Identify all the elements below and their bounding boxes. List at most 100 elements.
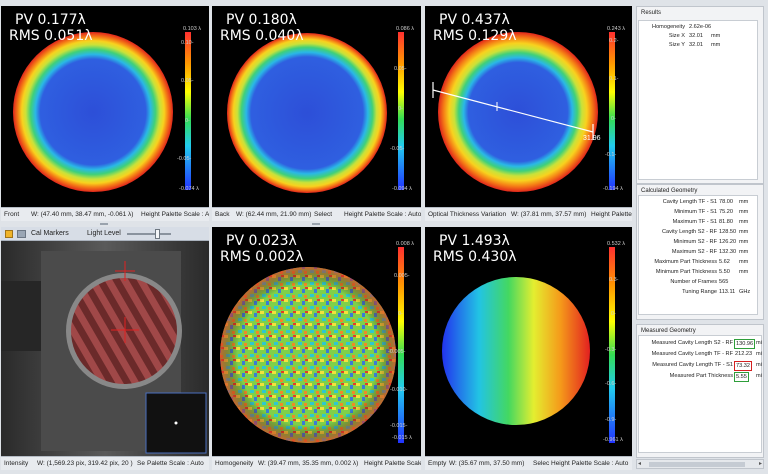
- results-row-value: 32.01: [689, 42, 703, 48]
- intensity-status-window: W: (1,569.23 pix, 319.42 pix, 20 ): [37, 460, 133, 467]
- front-color-bar: [185, 32, 191, 190]
- calculated-row-unit: mm: [739, 249, 749, 255]
- measured-geometry-table: Measured Cavity Length S2 - RF 130.96 mi…: [638, 335, 762, 453]
- splitter-grip[interactable]: [100, 223, 108, 225]
- marker-icon[interactable]: [17, 230, 26, 238]
- calculated-row-label: Cavity Length S2 - RF: [661, 229, 717, 235]
- back-rms-value: RMS 0.040λ: [220, 28, 304, 44]
- calculated-row-unit: mm: [739, 259, 749, 265]
- front-tick: 0.10-: [181, 40, 194, 46]
- calculated-geometry-title: Calculated Geometry: [641, 188, 698, 194]
- homogeneity-pv-value: PV 0.023λ: [226, 233, 297, 249]
- back-pv-value: PV 0.180λ: [226, 12, 297, 28]
- front-tick: -0.05-: [177, 156, 192, 162]
- homogeneity-tick: 0.008 λ: [396, 241, 415, 247]
- empty-status-palette[interactable]: Height Palette Scale : Auto: [551, 460, 629, 467]
- calculated-row-value: 75.20: [719, 209, 733, 215]
- empty-status-bar: Empty W: (35.67 mm, 37.50 mm) Selec Heig…: [425, 456, 632, 470]
- front-map-panel[interactable]: PV 0.177λ RMS 0.051λ 0.103 λ 0.10- 0.05-…: [1, 6, 209, 214]
- measured-row-value: 130.96: [734, 339, 756, 349]
- results-table: Homogeneity 2.62e-06 Size X 32.01 mm Siz…: [638, 20, 758, 180]
- intensity-fringes: [71, 278, 177, 384]
- calculated-row-label: Maximum Part Thickness: [654, 259, 717, 265]
- cal-markers-button[interactable]: Cal Markers: [31, 230, 69, 237]
- back-status-window: W: (62.44 mm, 21.90 mm): [236, 211, 312, 218]
- homogeneity-status-palette[interactable]: Height Palette Scale: [364, 460, 421, 467]
- back-aperture: [227, 33, 387, 193]
- back-tick: 0-: [398, 106, 403, 112]
- calculated-row-value: 81.80: [719, 219, 733, 225]
- calculated-row-label: Minimum S2 - RF: [673, 239, 717, 245]
- results-row-value: 2.62e-06: [689, 24, 712, 30]
- front-status-name: Front: [4, 211, 20, 218]
- back-status-select[interactable]: Select: [314, 211, 333, 218]
- empty-tick: -0.3-: [605, 347, 617, 353]
- back-tick: 0.086 λ: [396, 26, 415, 32]
- empty-tick: -0.961 λ: [603, 437, 623, 443]
- back-status-palette[interactable]: Height Palette Scale : Auto: [344, 211, 421, 218]
- front-surface-map: [13, 32, 191, 192]
- otv-tick: 0.243 λ: [607, 26, 626, 32]
- otv-map-panel[interactable]: PV 0.437λ RMS 0.129λ 31.96 0.243 λ 0.2- …: [425, 6, 632, 214]
- otv-tick: 0.1-: [609, 76, 619, 82]
- light-level-label: Light Level: [87, 230, 121, 237]
- light-level-slider-thumb[interactable]: [155, 229, 160, 239]
- measured-row-value: 73.32: [734, 361, 752, 371]
- scroll-right-icon[interactable]: ▸: [758, 461, 762, 467]
- measured-row-unit: mi: [756, 373, 762, 379]
- splitter-grip[interactable]: [312, 223, 320, 225]
- horizontal-scrollbar[interactable]: ◂ ▸: [636, 459, 764, 469]
- empty-pv-value: PV 1.493λ: [439, 233, 510, 249]
- empty-status-select[interactable]: Selec: [533, 460, 550, 467]
- otv-status-window: W: (37.81 mm, 37.57 mm): [511, 211, 587, 218]
- intensity-panel[interactable]: [1, 241, 209, 456]
- results-row-value: 32.01: [689, 33, 703, 39]
- back-status-bar: Back W: (62.44 mm, 21.90 mm) Select Heig…: [212, 207, 421, 221]
- calculated-row-label: Cavity Length TF - S1: [662, 199, 717, 205]
- front-tick: -0.074 λ: [179, 186, 199, 192]
- calculated-geometry-table: Cavity Length TF - S1 78.00 mm Minimum T…: [638, 195, 758, 315]
- calculated-row-value: 132.30: [719, 249, 737, 255]
- results-row-label: Homogeneity: [652, 24, 685, 30]
- intensity-status-bar: Intensity W: (1,569.23 pix, 319.42 pix, …: [1, 456, 209, 470]
- front-tick: 0.05-: [181, 78, 194, 84]
- calculated-row-value: 113.11: [719, 289, 736, 295]
- empty-rms-value: RMS 0.430λ: [433, 249, 517, 265]
- calculated-row-label: Tuning Range: [682, 289, 717, 295]
- scroll-left-icon[interactable]: ◂: [638, 461, 642, 467]
- homogeneity-map: [220, 247, 404, 443]
- otv-status-palette[interactable]: Height Palette Scale : Auto: [591, 211, 632, 218]
- light-level-slider-track[interactable]: [127, 233, 171, 235]
- calculated-row-label: Maximum S2 - RF: [671, 249, 717, 255]
- calculated-row-label: Minimum TF - S1: [674, 209, 717, 215]
- measured-row-unit: mi: [756, 351, 762, 357]
- homogeneity-tick: 0-: [398, 311, 403, 317]
- homogeneity-map-panel[interactable]: PV 0.023λ RMS 0.002λ 0.008 λ 0.005- 0- -…: [212, 227, 421, 456]
- intensity-status-select[interactable]: Se: [137, 460, 145, 467]
- front-status-palette[interactable]: Height Palette Scale : Au: [141, 211, 209, 218]
- back-surface-map: [227, 32, 404, 193]
- calculated-row-unit: mm: [739, 269, 749, 275]
- measured-row-label: Measured Part Thickness: [669, 373, 733, 379]
- homogeneity-status-bar: Homogeneity W: (39.47 mm, 35.35 mm, 0.00…: [212, 456, 421, 470]
- intensity-status-palette[interactable]: Palette Scale : Auto: [147, 460, 204, 467]
- otv-surface-map: [432, 32, 615, 192]
- calculated-row-value: 5.62: [719, 259, 730, 265]
- front-aperture: [13, 32, 173, 192]
- back-color-bar: [398, 32, 404, 190]
- calculated-row-value: 126.20: [719, 239, 737, 245]
- otv-color-bar: [609, 32, 615, 190]
- empty-map-panel[interactable]: PV 1.493λ RMS 0.430λ 0.532 λ 0.3- 0- -0.…: [425, 227, 632, 456]
- homogeneity-color-bar: [398, 247, 404, 443]
- measured-row-value: 5.55: [734, 372, 749, 382]
- measured-row-label: Measured Cavity Length TF - S1: [652, 362, 733, 368]
- scrollbar-thumb[interactable]: [649, 462, 745, 467]
- homogeneity-tick: 0.005-: [394, 273, 410, 279]
- empty-tick: 0-: [611, 311, 616, 317]
- otv-profile-line[interactable]: [432, 89, 594, 133]
- check-icon[interactable]: [5, 230, 13, 238]
- otv-pv-value: PV 0.437λ: [439, 12, 510, 28]
- back-map-panel[interactable]: PV 0.180λ RMS 0.040λ 0.086 λ 0.05- 0- -0…: [212, 6, 421, 214]
- empty-tick: -0.6-: [605, 381, 617, 387]
